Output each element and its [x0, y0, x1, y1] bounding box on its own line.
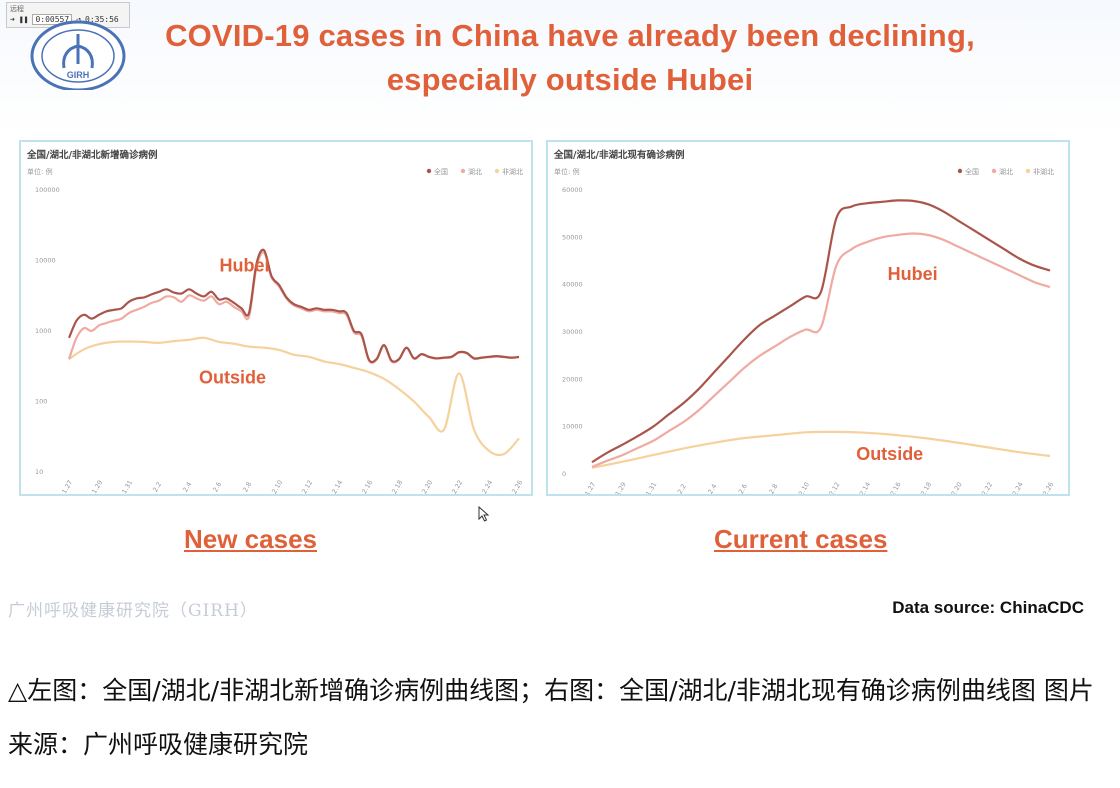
series-line-national — [591, 199, 1051, 464]
player-title: 远程 — [10, 5, 24, 13]
article-caption: △左图：全国/湖北/非湖北新增确诊病例曲线图；右图：全国/湖北/非湖北现有确诊病… — [8, 676, 1094, 759]
legend-entry: 全国 — [965, 167, 979, 176]
x-tick-label: 2.2 — [151, 481, 163, 494]
x-tick-label: 2.10 — [797, 481, 811, 494]
player-counter: 0:00557 — [32, 14, 73, 25]
x-tick-label: 2.8 — [241, 481, 253, 494]
x-tick-label: 2.6 — [737, 483, 749, 494]
series-line-national — [67, 248, 520, 364]
x-tick-label: 2.16 — [360, 479, 374, 494]
series-line-outside — [68, 336, 520, 457]
girh-logo: GIRH — [30, 20, 126, 90]
x-tick-label: 2.6 — [211, 481, 223, 494]
x-tick-label: 2.14 — [330, 479, 344, 494]
unit-label: 单位: 例 — [554, 167, 580, 176]
x-tick-label: 2.16 — [889, 481, 903, 494]
chart-title: 全国/湖北/非湖北现有确诊病例 — [553, 149, 684, 161]
legend-entry: 非湖北 — [1033, 167, 1054, 176]
x-tick-label: 2.10 — [270, 479, 284, 494]
x-tick-label: 2.18 — [390, 479, 404, 494]
legend-entry: 非湖北 — [502, 167, 523, 176]
legend-marker — [1025, 168, 1031, 174]
x-tick-label: 2.18 — [919, 481, 933, 494]
annotation-outside: Outside — [856, 444, 923, 464]
annotation-outside: Outside — [199, 368, 266, 388]
x-tick-label: 2.4 — [181, 481, 193, 494]
slide-title: COVID-19 cases in China have already bee… — [165, 18, 975, 97]
legend-entry: 湖北 — [468, 167, 482, 176]
chart-title: 全国/湖北/非湖北新增确诊病例 — [26, 149, 157, 161]
current-cases-caption: Current cases — [714, 524, 888, 554]
x-tick-label: 1.31 — [120, 479, 134, 494]
data-source: Data source: ChinaCDC — [892, 598, 1084, 617]
legend-entry: 全国 — [434, 167, 448, 176]
x-tick-label: 1.27 — [60, 479, 74, 494]
x-tick-label: 1.29 — [614, 481, 628, 494]
legend-marker — [426, 168, 432, 174]
legend-marker — [957, 168, 963, 174]
x-tick-label: 2.12 — [300, 479, 314, 494]
y-tick-label: 0 — [562, 470, 566, 478]
new-cases-caption: New cases — [184, 524, 317, 554]
x-tick-label: 2.4 — [706, 483, 718, 494]
player-time: 0:35:56 — [85, 15, 119, 24]
legend-entry: 湖北 — [999, 167, 1013, 176]
annotation-hubei: Hubei — [219, 255, 269, 275]
series-line-outside — [591, 430, 1051, 469]
unit-label: 单位: 例 — [27, 167, 53, 176]
replay-icon[interactable]: ↺ — [76, 15, 82, 24]
y-tick-label: 1000 — [35, 327, 52, 335]
logo-text: GIRH — [67, 70, 90, 80]
y-tick-label: 20000 — [562, 375, 583, 383]
pause-icon[interactable]: ❚❚ — [18, 15, 29, 24]
y-tick-label: 50000 — [562, 233, 583, 241]
y-tick-label: 100000 — [35, 186, 60, 194]
x-tick-label: 2.22 — [980, 481, 994, 494]
y-tick-label: 100 — [35, 398, 47, 406]
annotation-hubei: Hubei — [888, 264, 938, 284]
x-tick-label: 2.22 — [450, 479, 464, 494]
x-tick-label: 2.8 — [767, 483, 779, 494]
y-tick-label: 40000 — [562, 281, 583, 289]
forward-icon[interactable]: ➜ — [10, 15, 15, 24]
series-line-hubei — [591, 232, 1051, 468]
new-cases-chart-panel: 全国/湖北/非湖北新增确诊病例 单位: 例 全国 湖北 非湖北 100000 10000 10… — [19, 140, 533, 496]
x-tick-label: 2.24 — [480, 479, 494, 494]
y-tick-label: 10000 — [562, 423, 583, 431]
x-tick-label: 1.27 — [583, 481, 597, 494]
series-line-hubei — [67, 251, 520, 364]
slide: 远程 ➜ ❚❚ 0:00557 ↺ 0:35:56 GIRH COVID-19 … — [0, 0, 1120, 628]
x-tick-label: 1.31 — [644, 481, 658, 494]
legend-marker — [991, 168, 997, 174]
x-tick-label: 2.24 — [1011, 481, 1025, 494]
x-tick-label: 2.12 — [827, 481, 841, 494]
x-tick-label: 2.14 — [858, 481, 872, 494]
x-tick-label: 1.29 — [90, 479, 104, 494]
y-tick-label: 10 — [35, 468, 43, 476]
institute-name: 广州呼吸健康研究院（GIRH） — [8, 601, 258, 621]
current-cases-chart-panel: 全国/湖北/非湖北现有确诊病例 单位: 例 全国 湖北 非湖北 60000 50000 400… — [546, 140, 1070, 496]
x-tick-label: 2.20 — [420, 479, 434, 494]
x-tick-label: 2.20 — [950, 481, 964, 494]
y-tick-label: 10000 — [35, 257, 56, 265]
x-tick-label: 2.2 — [676, 483, 688, 494]
legend-marker — [460, 168, 466, 174]
y-tick-label: 60000 — [562, 186, 583, 194]
y-tick-label: 30000 — [562, 328, 583, 336]
x-tick-label: 2.26 — [510, 479, 524, 494]
legend-marker — [494, 168, 500, 174]
x-tick-label: 2.26 — [1041, 481, 1055, 494]
mouse-cursor-icon — [478, 506, 490, 522]
